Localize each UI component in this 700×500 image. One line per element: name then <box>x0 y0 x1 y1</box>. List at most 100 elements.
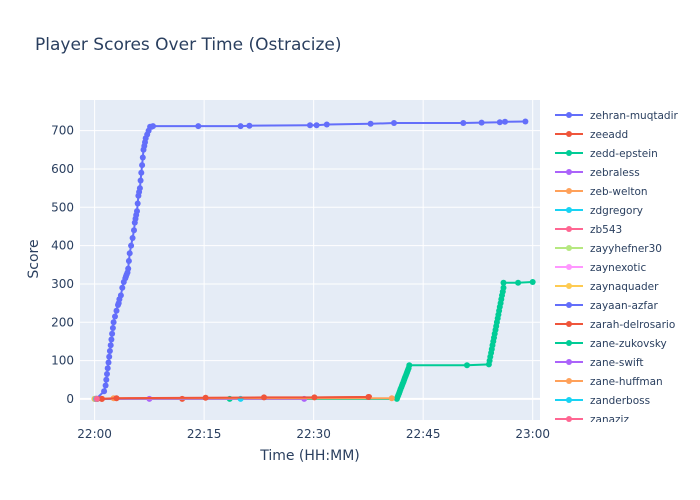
data-point[interactable] <box>109 330 116 337</box>
data-point[interactable] <box>139 154 146 161</box>
data-point[interactable] <box>313 122 320 129</box>
data-point[interactable] <box>104 371 110 377</box>
data-point[interactable] <box>117 292 124 299</box>
data-point[interactable] <box>93 395 100 402</box>
data-point[interactable] <box>137 177 144 184</box>
data-point[interactable] <box>125 258 132 264</box>
tick-labels: 0 100 200 300 400 500 600 700 22:00 22:15 22:30 22:… <box>51 124 550 441</box>
data-point[interactable] <box>515 279 522 286</box>
data-point[interactable] <box>195 123 202 130</box>
data-point[interactable] <box>311 394 318 401</box>
data-point[interactable] <box>108 336 115 343</box>
data-point[interactable] <box>119 284 126 291</box>
legend-item[interactable]: zane-swift <box>555 357 643 369</box>
data-point[interactable] <box>136 185 143 192</box>
data-point[interactable] <box>112 313 118 320</box>
data-point[interactable] <box>500 279 507 286</box>
legend-item[interactable]: zane-huffman <box>555 376 663 388</box>
data-point[interactable] <box>460 120 467 126</box>
legend-marker <box>566 378 572 384</box>
y-axis-title: Score <box>26 239 42 278</box>
legend-item[interactable]: zaynexotic <box>555 262 646 274</box>
legend-label: zebraless <box>590 167 640 179</box>
legend-marker <box>566 302 572 308</box>
data-point[interactable] <box>138 169 145 176</box>
legend-label: zb543 <box>590 224 622 236</box>
data-point[interactable] <box>134 208 140 215</box>
data-point[interactable] <box>496 119 503 126</box>
legend[interactable]: zehran-muqtadir zeeadd zedd-epstein zebrale… <box>555 110 679 426</box>
data-point[interactable] <box>323 121 330 128</box>
y-tick-label: 100 <box>51 354 74 368</box>
data-point[interactable] <box>106 353 113 360</box>
legend-item[interactable]: zanaziz <box>555 414 629 426</box>
data-point[interactable] <box>522 118 529 125</box>
data-point[interactable] <box>131 227 137 234</box>
data-point[interactable] <box>391 120 397 126</box>
legend-item[interactable]: zeeadd <box>555 129 628 141</box>
series-zedd-epstein <box>91 279 536 402</box>
data-point[interactable] <box>388 395 395 402</box>
y-tick-label: 600 <box>51 162 74 176</box>
data-point[interactable] <box>102 382 109 389</box>
data-point[interactable] <box>307 122 313 129</box>
data-point[interactable] <box>106 348 113 354</box>
legend-item[interactable]: zaynaquader <box>555 281 659 293</box>
data-point[interactable] <box>126 250 133 257</box>
data-point[interactable] <box>103 376 110 383</box>
data-point[interactable] <box>98 395 105 402</box>
legend-marker <box>566 321 572 327</box>
data-point[interactable] <box>109 325 116 331</box>
legend-item[interactable]: zane-zukovsky <box>555 338 667 350</box>
legend-marker <box>566 416 572 422</box>
data-point[interactable] <box>365 394 372 400</box>
data-point[interactable] <box>150 123 156 130</box>
data-point[interactable] <box>202 394 209 401</box>
data-point[interactable] <box>113 307 120 314</box>
data-point[interactable] <box>500 284 507 291</box>
data-point[interactable] <box>237 123 244 130</box>
data-point[interactable] <box>129 235 136 241</box>
legend-marker <box>566 397 572 403</box>
data-point[interactable] <box>134 200 141 207</box>
data-point[interactable] <box>406 362 413 369</box>
legend-item[interactable]: zanderboss <box>555 395 650 407</box>
data-point[interactable] <box>110 319 117 326</box>
data-point[interactable] <box>101 388 108 395</box>
data-point[interactable] <box>113 395 120 402</box>
data-point[interactable] <box>464 362 470 369</box>
x-tick-label: 23:00 <box>515 427 550 441</box>
legend-label: zeeadd <box>590 129 628 141</box>
legend-item[interactable]: zebraless <box>555 167 640 179</box>
data-point[interactable] <box>139 162 146 169</box>
legend-item[interactable]: zdgregory <box>555 205 643 217</box>
x-tick-label: 22:45 <box>406 427 441 441</box>
legend-marker <box>566 188 572 194</box>
legend-item[interactable]: zayyhefner30 <box>555 243 662 255</box>
data-point[interactable] <box>246 122 253 129</box>
legend-item[interactable]: zehran-muqtadir <box>555 110 679 122</box>
y-tick-label: 200 <box>51 315 74 329</box>
x-tick-label: 22:15 <box>187 427 222 441</box>
y-tick-label: 300 <box>51 277 74 291</box>
legend-item[interactable]: zb543 <box>555 224 622 236</box>
data-point[interactable] <box>367 120 374 127</box>
legend-item[interactable]: zayaan-azfar <box>555 300 659 312</box>
data-point[interactable] <box>125 265 132 272</box>
data-point[interactable] <box>478 119 485 126</box>
legend-marker <box>566 112 572 118</box>
grid-lines <box>80 100 540 420</box>
data-point[interactable] <box>529 279 536 285</box>
data-point[interactable] <box>261 394 267 401</box>
series-layer <box>91 118 536 402</box>
legend-item[interactable]: zedd-epstein <box>555 148 658 160</box>
legend-item[interactable]: zeb-welton <box>555 186 648 198</box>
legend-item[interactable]: zarah-delrosario <box>555 319 675 331</box>
data-point[interactable] <box>128 242 135 249</box>
data-point[interactable] <box>105 359 112 366</box>
data-point[interactable] <box>502 118 508 125</box>
chart-title: Player Scores Over Time (Ostracize) <box>35 35 342 55</box>
data-point[interactable] <box>104 365 111 372</box>
data-point[interactable] <box>107 342 114 349</box>
